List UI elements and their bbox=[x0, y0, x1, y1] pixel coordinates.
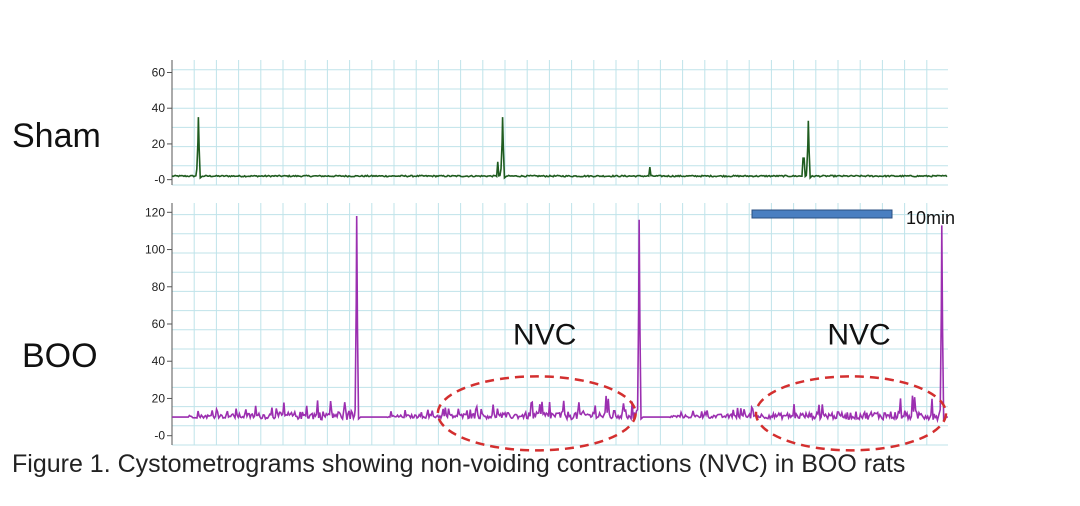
y-tick-label: 100 bbox=[145, 243, 165, 257]
y-tick-label: 120 bbox=[145, 205, 165, 219]
boo-y-axis-ticks: -0 20 40 60 80 100 120 bbox=[145, 205, 172, 443]
y-tick-label: 40 bbox=[152, 101, 166, 115]
sham-grid bbox=[171, 60, 948, 186]
boo-group-label: BOO bbox=[22, 337, 98, 375]
y-tick-label: 60 bbox=[152, 66, 166, 80]
sham-group-label: Sham bbox=[12, 117, 101, 155]
y-tick-label: 20 bbox=[152, 137, 166, 151]
scale-bar bbox=[751, 209, 893, 219]
boo-panel: -0 20 40 60 80 100 120 NVC NVC bbox=[145, 203, 948, 452]
nvc-ellipse bbox=[754, 375, 948, 452]
y-tick-label: 60 bbox=[152, 317, 166, 331]
sham-y-axis-ticks: -0 20 40 60 bbox=[152, 66, 172, 187]
nvc-label: NVC bbox=[513, 318, 576, 351]
y-tick-label: -0 bbox=[154, 429, 165, 443]
nvc-ellipse bbox=[436, 375, 637, 452]
boo-trace-line bbox=[172, 216, 948, 424]
scale-bar-label: 10min bbox=[906, 208, 955, 228]
y-tick-label: 40 bbox=[152, 354, 166, 368]
nvc-annotations: NVC NVC bbox=[436, 318, 948, 452]
y-tick-label: -0 bbox=[154, 173, 165, 187]
figure-caption: Figure 1. Cystometrograms showing non-vo… bbox=[12, 450, 906, 478]
nvc-label: NVC bbox=[827, 318, 890, 351]
y-tick-label: 20 bbox=[152, 391, 166, 405]
sham-trace-line bbox=[171, 117, 948, 180]
y-tick-label: 80 bbox=[152, 280, 166, 294]
sham-panel: -0 20 40 60 bbox=[152, 60, 948, 187]
